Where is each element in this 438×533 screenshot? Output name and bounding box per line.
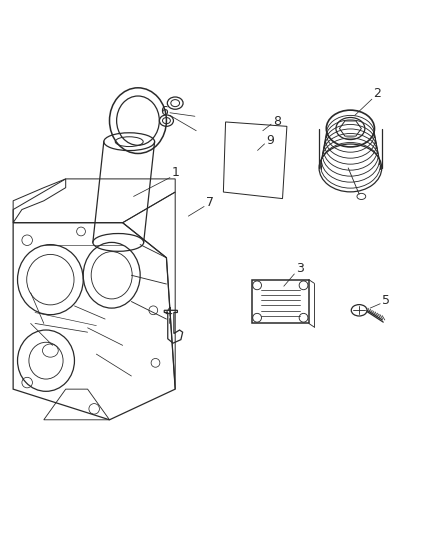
Text: 3: 3 — [296, 262, 304, 275]
Text: 4: 4 — [165, 306, 173, 319]
Text: 1: 1 — [171, 166, 179, 179]
Text: 7: 7 — [206, 197, 214, 209]
Text: 6: 6 — [160, 104, 168, 117]
Text: 2: 2 — [374, 87, 381, 100]
Text: 8: 8 — [273, 115, 281, 127]
Text: 5: 5 — [382, 294, 390, 307]
Text: 9: 9 — [266, 134, 274, 147]
